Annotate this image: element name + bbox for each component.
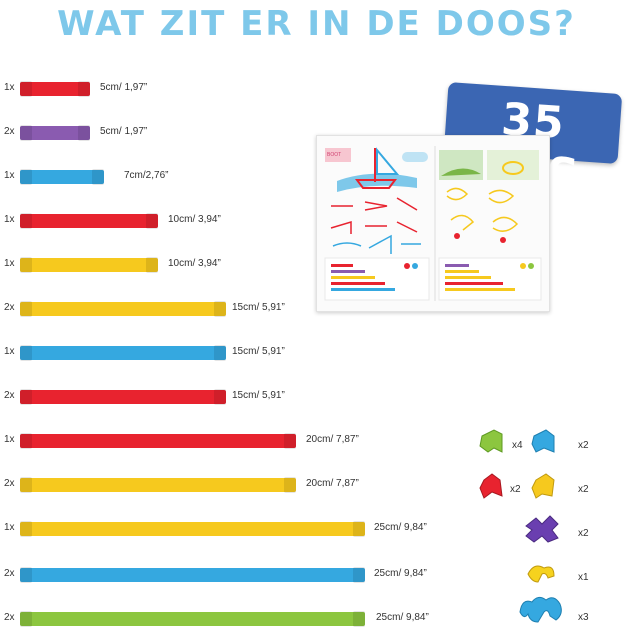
tube-piece: [20, 477, 296, 493]
red-connector-count: x2: [510, 484, 521, 495]
tube-piece: [20, 345, 226, 361]
tube-quantity: 1x: [4, 258, 15, 269]
tube-end-cap: [214, 345, 226, 361]
tube-end-cap: [20, 477, 32, 493]
tube-length-label: 5cm/ 1,97”: [100, 126, 148, 137]
tube-end-cap: [353, 611, 365, 627]
tube-length-label: 15cm/ 5,91”: [232, 346, 285, 357]
tube-end-cap: [20, 125, 32, 141]
tube-end-cap: [78, 81, 90, 97]
tube-end-cap: [20, 611, 32, 627]
tube-quantity: 2x: [4, 612, 15, 623]
tube-end-cap: [78, 125, 90, 141]
page-title: WAT ZIT ER IN DE DOOS?: [57, 4, 576, 44]
tube-quantity: 1x: [4, 214, 15, 225]
tube-piece: [20, 213, 158, 229]
tube-piece: [20, 257, 158, 273]
tube-end-cap: [214, 389, 226, 405]
tube-length-label: 10cm/ 3,94”: [168, 258, 221, 269]
tube-end-cap: [20, 81, 32, 97]
tube-end-cap: [353, 521, 365, 537]
tube-piece: [20, 81, 90, 97]
tube-length-label: 15cm/ 5,91”: [232, 302, 285, 313]
tube-end-cap: [20, 521, 32, 537]
tube-quantity: 2x: [4, 568, 15, 579]
tube-end-cap: [20, 345, 32, 361]
tube-quantity: 2x: [4, 390, 15, 401]
yellow-connector-icon: [531, 473, 555, 499]
yellow-curved-connector-icon: [527, 565, 555, 583]
blue-curved-connector-count: x3: [578, 612, 589, 623]
tube-piece: [20, 301, 226, 317]
tube-quantity: 2x: [4, 302, 15, 313]
green-connector-count: x4: [512, 440, 523, 451]
green-connector-icon: [479, 429, 503, 453]
tube-piece: [20, 389, 226, 405]
tube-end-cap: [20, 213, 32, 229]
tube-length-label: 7cm/2,76”: [124, 170, 169, 181]
tube-end-cap: [20, 433, 32, 449]
tube-piece: [20, 125, 90, 141]
blue-connector-count: x2: [578, 440, 589, 451]
tube-length-label: 25cm/ 9,84”: [374, 522, 427, 533]
tube-length-label: 10cm/ 3,94”: [168, 214, 221, 225]
tube-length-label: 20cm/ 7,87”: [306, 434, 359, 445]
tube-length-label: 25cm/ 9,84”: [376, 612, 429, 623]
tube-quantity: 1x: [4, 170, 15, 181]
tube-piece: [20, 567, 365, 583]
tube-piece: [20, 433, 296, 449]
red-connector-icon: [479, 473, 503, 499]
tube-end-cap: [20, 301, 32, 317]
tube-end-cap: [146, 213, 158, 229]
tube-end-cap: [92, 169, 104, 185]
tube-quantity: 1x: [4, 82, 15, 93]
yellow-connector-count: x2: [578, 484, 589, 495]
tube-quantity: 1x: [4, 346, 15, 357]
tube-piece: [20, 169, 104, 185]
tube-piece: [20, 611, 365, 627]
tube-end-cap: [353, 567, 365, 583]
tube-quantity: 2x: [4, 126, 15, 137]
tube-end-cap: [214, 301, 226, 317]
purple-connector-icon: [525, 515, 559, 543]
tube-quantity: 1x: [4, 522, 15, 533]
tube-end-cap: [284, 433, 296, 449]
tube-end-cap: [20, 169, 32, 185]
svg-text:BOOT: BOOT: [327, 152, 341, 158]
tube-quantity: 1x: [4, 434, 15, 445]
instruction-manual-image: BOOT: [316, 135, 550, 312]
tube-end-cap: [284, 477, 296, 493]
tube-end-cap: [20, 257, 32, 273]
tube-length-label: 15cm/ 5,91”: [232, 390, 285, 401]
manual-illustration: BOOT: [317, 136, 549, 311]
tube-end-cap: [146, 257, 158, 273]
tube-length-label: 5cm/ 1,97”: [100, 82, 148, 93]
tube-quantity: 2x: [4, 478, 15, 489]
blue-connector-icon: [531, 429, 555, 453]
tube-length-label: 20cm/ 7,87”: [306, 478, 359, 489]
tube-length-label: 25cm/ 9,84”: [374, 568, 427, 579]
blue-curved-connector-icon: [519, 596, 562, 623]
tube-end-cap: [20, 389, 32, 405]
tube-piece: [20, 521, 365, 537]
yellow-curved-connector-count: x1: [578, 572, 589, 583]
tube-end-cap: [20, 567, 32, 583]
purple-connector-count: x2: [578, 528, 589, 539]
